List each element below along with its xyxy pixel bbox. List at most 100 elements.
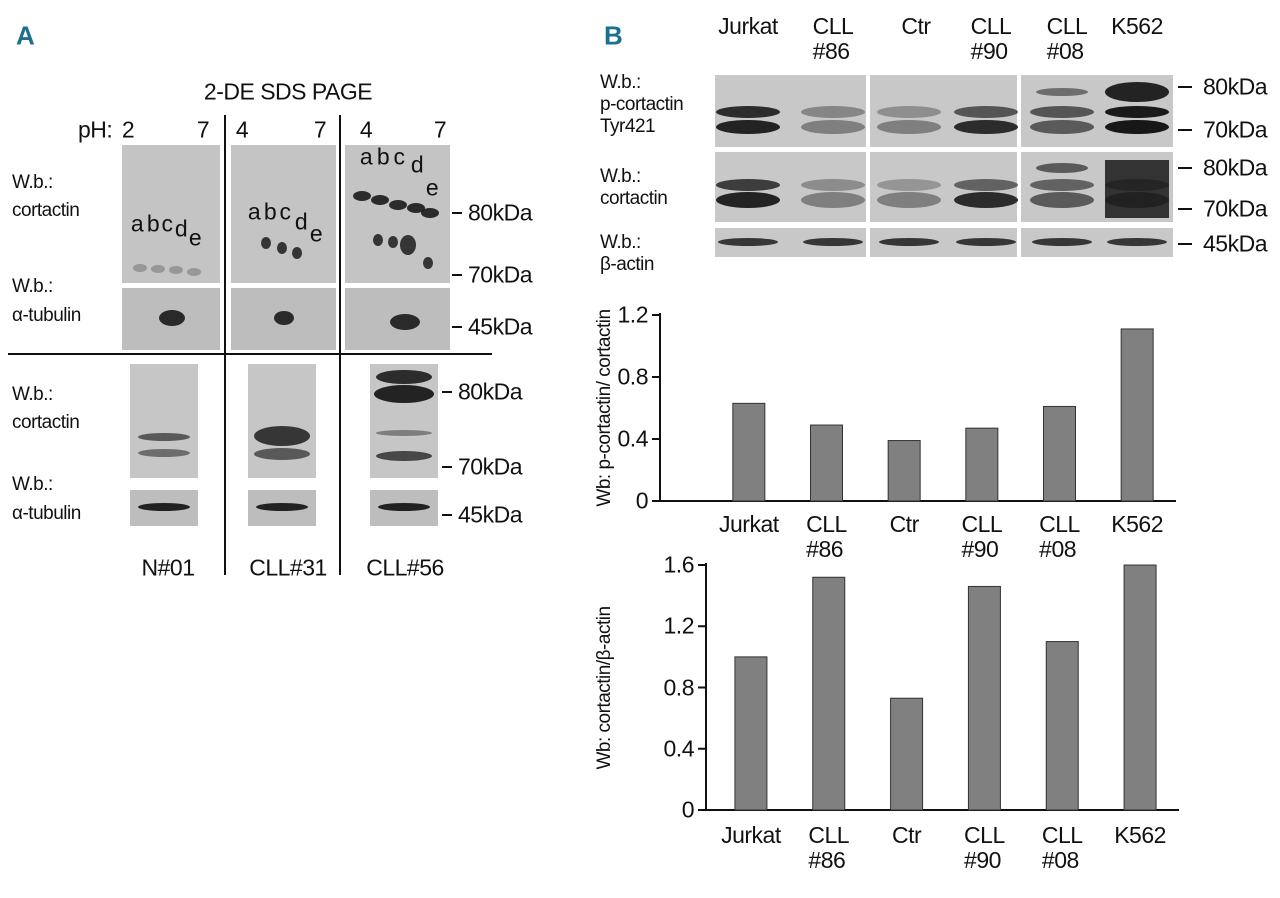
y-tick-label: 0.4	[617, 425, 649, 452]
x-tick-label: Ctr	[889, 511, 920, 537]
blot	[122, 145, 220, 283]
lane-label: CLL #08	[1046, 13, 1088, 64]
y-axis-label: Wb: cortactin/β-actin	[594, 605, 615, 770]
ph-label: pH:	[78, 116, 113, 143]
blot-band	[151, 265, 165, 273]
blot-label: W.b.:	[12, 172, 53, 193]
ph-value: 4	[235, 116, 249, 143]
blot-band	[1030, 192, 1094, 208]
blot-label: W.b.: p-cortactin Tyr421	[600, 72, 684, 137]
y-tick-label: 1.6	[663, 551, 695, 578]
bar	[967, 585, 1001, 811]
blot-band	[1030, 106, 1094, 118]
x-tick-label: K562	[1114, 822, 1166, 848]
spot-letter: c	[279, 198, 292, 225]
y-tick-label: 1.2	[617, 301, 649, 328]
bar	[734, 656, 768, 811]
y-tick-label: 0.4	[663, 735, 695, 762]
spot-letter: d	[174, 215, 188, 242]
x-tick-label: CLL #08	[1041, 822, 1083, 873]
spot-letter: b	[146, 210, 160, 237]
marker-label: 70kDa	[1203, 195, 1267, 222]
blot-band	[956, 238, 1016, 246]
blot-band	[801, 192, 865, 208]
spot-letter: b	[263, 198, 277, 225]
blot-band	[1105, 106, 1169, 118]
blot-band	[801, 179, 865, 191]
y-tick-label: 0	[681, 796, 695, 823]
y-tick-label: 0.8	[663, 674, 695, 700]
blot-band	[716, 106, 780, 118]
y-tick-label: 1.2	[663, 612, 695, 639]
bar	[1043, 405, 1076, 502]
blot-band	[1036, 88, 1088, 96]
spot-letter: a	[130, 210, 144, 237]
spot-letter: b	[376, 143, 390, 170]
lane-label: Jurkat	[718, 13, 778, 39]
blot-band	[954, 120, 1018, 134]
blot-band	[954, 179, 1018, 191]
marker-label: 80kDa	[458, 378, 522, 405]
blot-band	[169, 266, 183, 274]
blot-band	[274, 311, 294, 325]
bar	[1120, 328, 1154, 502]
ph-value: 7	[433, 116, 447, 143]
blot-band	[133, 264, 147, 272]
blot	[130, 364, 198, 478]
marker-label: 70kDa	[458, 453, 522, 480]
blot-band	[254, 426, 310, 446]
spot-letter: e	[309, 220, 323, 247]
marker-label: 70kDa	[468, 261, 532, 288]
blot-label: W.b.:	[12, 384, 53, 405]
marker-label: 70kDa	[1203, 116, 1267, 143]
lane-label: Ctr	[901, 13, 931, 39]
panel-label: A	[16, 20, 35, 51]
bar	[1123, 564, 1157, 811]
blot-band	[277, 242, 287, 254]
blot-band	[1107, 238, 1167, 246]
panel-label: B	[604, 20, 623, 51]
blot-band	[378, 503, 430, 511]
marker-label: 80kDa	[1203, 154, 1267, 181]
blot-band	[1030, 120, 1094, 134]
blot-label: W.b.: cortactin	[600, 166, 668, 209]
blot-band	[801, 106, 865, 118]
blot-band	[801, 120, 865, 134]
marker-label: 45kDa	[468, 313, 532, 340]
bar	[890, 697, 924, 811]
sample-label: CLL#31	[249, 554, 327, 581]
blot-band	[879, 238, 939, 246]
blot-band	[877, 192, 941, 208]
bar	[732, 402, 766, 502]
marker-label: 80kDa	[468, 199, 532, 226]
blot-label: W.b.:	[12, 474, 53, 495]
blot-band	[421, 208, 439, 218]
bar	[1045, 641, 1079, 811]
x-tick-label: K562	[1111, 511, 1164, 537]
blot-label: α-tubulin	[12, 305, 81, 326]
bar	[965, 427, 999, 502]
y-axis-label: Wb: p-cortactin/ cortactin	[594, 309, 615, 507]
x-tick-label: CLL #90	[961, 511, 1003, 562]
blot-band	[954, 192, 1018, 208]
blot-band	[389, 200, 407, 210]
blot-band	[1105, 82, 1169, 102]
blot-band	[376, 430, 432, 436]
blot-band	[388, 236, 398, 248]
blot-label: α-tubulin	[12, 503, 81, 524]
sample-label: N#01	[141, 554, 195, 581]
sample-label: CLL#56	[366, 554, 444, 581]
blot-label: W.b.: β-actin	[600, 232, 654, 275]
bar	[887, 440, 921, 502]
blot-band	[138, 503, 190, 511]
blot-band	[1030, 179, 1094, 191]
ph-value: 4	[359, 116, 373, 143]
panel-title: 2-DE SDS PAGE	[203, 78, 373, 105]
blot-band	[159, 310, 185, 326]
blot-band	[353, 191, 371, 201]
blot-band	[187, 268, 201, 276]
blot-band	[877, 120, 941, 134]
blot-label: cortactin	[12, 412, 80, 433]
